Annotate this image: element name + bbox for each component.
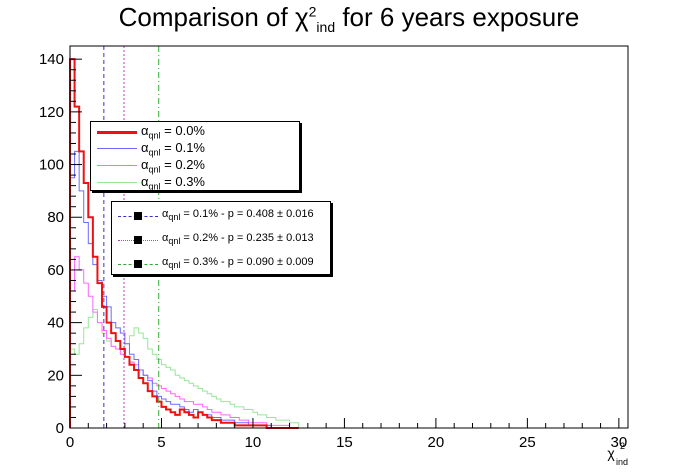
legend-pvalue-label: αqnl = 0.1% - p = 0.408 ± 0.016 <box>162 208 314 223</box>
x-axis-label-sub: ind <box>616 457 628 467</box>
legend-pvalue-marker <box>134 212 142 220</box>
x-axis-label: χ <box>607 445 615 461</box>
plot-frame <box>69 45 629 429</box>
x-tick-label: 30 <box>611 434 628 451</box>
x-tick-label: 20 <box>428 434 445 451</box>
x-tick-label: 0 <box>66 434 74 451</box>
x-tick-label: 10 <box>245 434 262 451</box>
y-tick-label: 20 <box>47 367 64 384</box>
y-tick-label: 0 <box>56 420 64 437</box>
y-tick-label: 100 <box>39 157 64 174</box>
legend-efficiency-entry: αqnl = 0.3% <box>91 174 299 192</box>
legend-efficiency-swatch <box>97 131 137 134</box>
legend-efficiency-swatch <box>97 148 137 149</box>
legend-efficiency-swatch <box>97 165 137 166</box>
legend-pvalue-label: αqnl = 0.2% - p = 0.235 ± 0.013 <box>162 232 314 247</box>
legend-efficiency-entry: αqnl = 0.0% <box>91 123 299 141</box>
legend-efficiency-entry: αqnl = 0.1% <box>91 140 299 158</box>
legend-efficiency-entry: αqnl = 0.2% <box>91 157 299 175</box>
x-tick-label: 25 <box>519 434 536 451</box>
y-tick-label: 80 <box>47 209 64 226</box>
legend-pvalue-marker <box>134 260 142 268</box>
y-tick-label: 120 <box>39 104 64 121</box>
histogram-series-2 <box>69 256 299 429</box>
legend-pvalue-entry: αqnl = 0.2% - p = 0.235 ± 0.013 <box>112 232 330 248</box>
legend-efficiency-label: αqnl = 0.1% <box>141 140 205 158</box>
x-tick-label: 15 <box>336 434 353 451</box>
legend-pvalue-label: αqnl = 0.3% - p = 0.090 ± 0.009 <box>162 256 314 271</box>
legend-efficiency-label: αqnl = 0.3% <box>141 174 205 192</box>
legend-pvalues: αqnl = 0.1% - p = 0.408 ± 0.016 αqnl = 0.… <box>111 201 331 275</box>
legend-efficiency-label: αqnl = 0.0% <box>141 123 205 141</box>
legend-efficiency-swatch <box>97 182 137 183</box>
legend-pvalue-entry: αqnl = 0.3% - p = 0.090 ± 0.009 <box>112 256 330 272</box>
histogram-series-1 <box>69 150 299 429</box>
chart-title: Comparison of χ2ind for 6 years exposure <box>118 2 580 36</box>
y-tick-label: 60 <box>47 262 64 279</box>
y-tick-label: 40 <box>47 315 64 332</box>
legend-efficiency-label: αqnl = 0.2% <box>141 157 205 175</box>
legend-efficiencies: αqnl = 0.0% αqnl = 0.1% αqnl = 0.2% αqnl = … <box>90 121 300 192</box>
y-tick-label: 140 <box>39 51 64 68</box>
legend-pvalue-marker <box>134 236 142 244</box>
legend-pvalue-entry: αqnl = 0.1% - p = 0.408 ± 0.016 <box>112 208 330 224</box>
x-axis-label-sup: 2 <box>620 441 625 451</box>
histogram-series-0 <box>69 58 299 429</box>
x-tick-label: 5 <box>157 434 165 451</box>
